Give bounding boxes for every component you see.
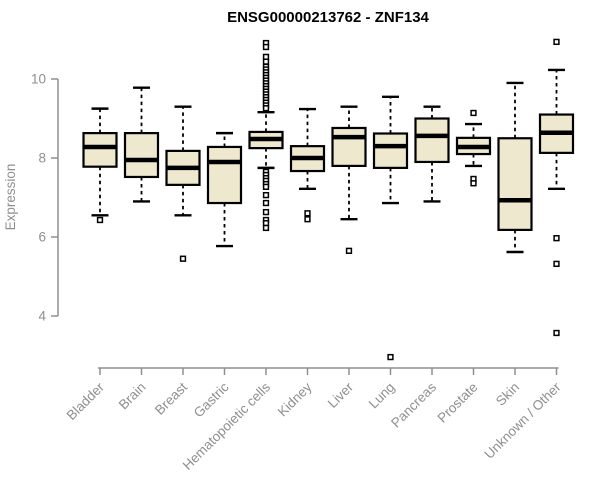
x-tick-label: Brain <box>116 380 149 413</box>
x-tick-label: Unknown / Other <box>481 379 564 462</box>
iqr-box <box>206 145 243 205</box>
x-tick-label: Pancreas <box>388 379 439 430</box>
y-axis-label: Expression <box>3 164 18 231</box>
outlier-point <box>553 38 560 46</box>
box-prostate <box>455 109 492 187</box>
outlier-point <box>553 260 560 268</box>
iqr-box <box>497 137 533 231</box>
x-tick-label: Bladder <box>64 379 108 423</box>
outlier-point <box>470 180 477 187</box>
x-tick-label: Breast <box>152 379 190 417</box>
outlier-point <box>262 43 270 51</box>
box-unknown-other <box>538 38 575 337</box>
box-lung <box>372 95 409 361</box>
iqr-box <box>372 132 409 169</box>
x-tick-label: Kidney <box>275 379 315 419</box>
iqr-box <box>414 117 450 164</box>
box-hematopoietic-cells <box>248 39 284 232</box>
box-pancreas <box>414 105 450 203</box>
y-tick-label: 8 <box>38 151 46 166</box>
outlier-point <box>96 216 104 224</box>
outlier-point <box>262 208 270 216</box>
outlier-point <box>345 247 353 254</box>
outlier-point <box>387 353 394 361</box>
x-tick-label: Lung <box>366 380 398 412</box>
outlier-point <box>262 191 270 199</box>
box-liver <box>331 105 367 254</box>
outlier-point <box>304 216 311 223</box>
y-tick-label: 10 <box>31 72 46 87</box>
outlier-point <box>470 109 477 117</box>
x-tick-label: Prostate <box>434 380 480 426</box>
x-tick-label: Gastric <box>191 379 232 420</box>
outlier-point <box>553 329 560 337</box>
outlier-point <box>179 255 187 262</box>
outlier-point <box>262 183 270 190</box>
y-tick-label: 6 <box>38 230 46 245</box>
outlier-point <box>553 235 560 242</box>
box-breast <box>165 105 201 262</box>
outlier-point <box>262 105 270 112</box>
box-bladder <box>82 107 118 224</box>
x-tick-label: Skin <box>493 380 522 409</box>
iqr-box <box>331 126 367 168</box>
outlier-point <box>304 210 311 217</box>
box-series <box>82 38 575 361</box>
y-tick-label: 4 <box>38 309 46 324</box>
outlier-point <box>262 224 270 232</box>
outlier-point <box>262 58 270 65</box>
box-kidney <box>289 107 326 223</box>
iqr-box <box>82 132 118 168</box>
x-tick-label: Liver <box>325 379 357 411</box>
box-skin <box>497 81 533 254</box>
box-gastric <box>206 131 243 248</box>
outlier-point <box>262 199 270 207</box>
iqr-box <box>123 132 160 179</box>
chart-title: ENSG00000213762 - ZNF134 <box>227 9 429 26</box>
box-brain <box>123 86 160 203</box>
